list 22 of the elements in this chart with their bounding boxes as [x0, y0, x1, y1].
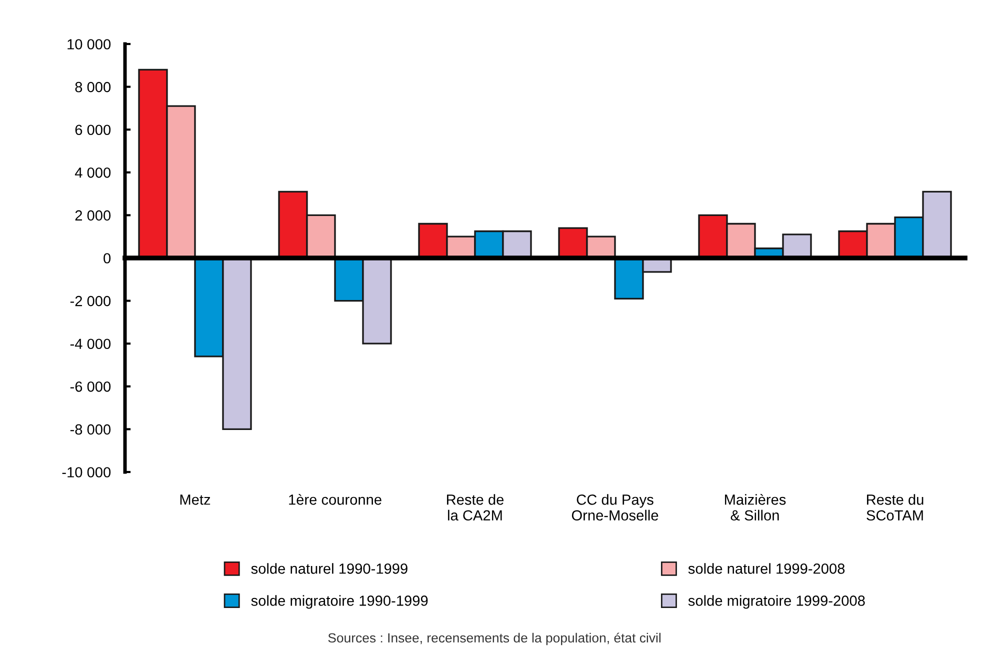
legend-label: solde migratoire 1990-1999 [251, 595, 428, 609]
x-tick-label: Reste de la CA2M [447, 494, 504, 521]
x-tick-label: Metz [180, 494, 210, 505]
y-tick-label: -2 000 [70, 296, 111, 306]
y-tick-label: 2 000 [75, 210, 111, 221]
y-tick-label: -4 000 [70, 338, 111, 350]
x-tick-label: Reste du SCoTAM [866, 494, 924, 521]
y-tick-label: 0 [104, 253, 111, 264]
legend-label: solde migratoire 1999-2008 [688, 595, 865, 609]
y-tick-label: -8 000 [70, 424, 111, 435]
x-tick-label: Maizières & Sillon [725, 494, 786, 521]
legend-label: solde naturel 1990-1999 [251, 563, 408, 574]
x-tick-label: 1ère couronne [289, 494, 382, 505]
y-tick-label: 6 000 [75, 124, 111, 136]
y-tick-label: -6 000 [70, 382, 111, 392]
y-tick-label: 4 000 [74, 168, 111, 178]
source-note: Sources : Insee, recensements de la population, état civil [328, 632, 660, 646]
legend-label: solde naturel 1999-2008 [688, 563, 845, 574]
y-tick-label: -10 000 [62, 467, 111, 478]
y-tick-label: 8 000 [75, 82, 111, 92]
x-tick-label: CC du Pays Orne-Moselle [572, 494, 658, 521]
y-tick-label: 10 000 [68, 39, 111, 50]
